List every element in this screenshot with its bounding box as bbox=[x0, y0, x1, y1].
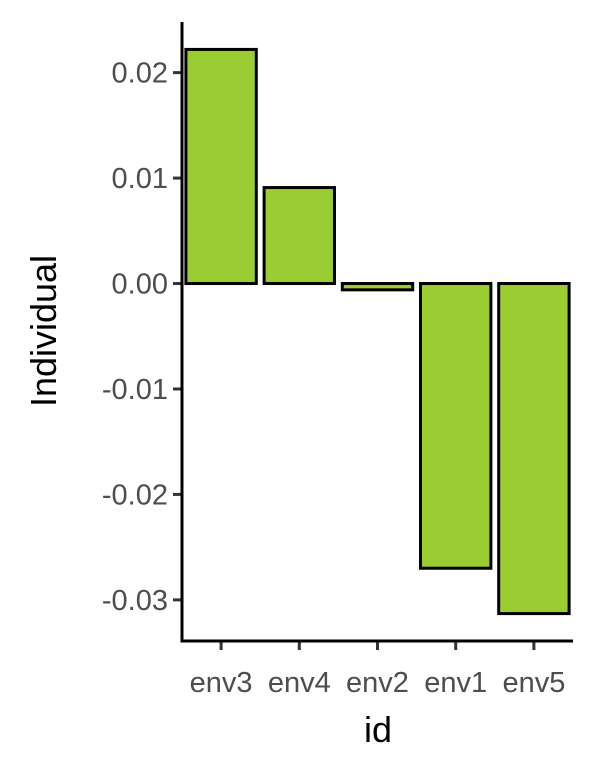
bar-env5 bbox=[497, 282, 571, 616]
y-tick-label: 0.00 bbox=[112, 269, 168, 301]
x-tick-label-env5: env5 bbox=[502, 667, 565, 699]
x-tick-label-env4: env4 bbox=[268, 667, 331, 699]
y-tick-label: -0.01 bbox=[102, 374, 168, 406]
y-tick-label: 0.02 bbox=[112, 58, 168, 90]
x-tick-label-env1: env1 bbox=[424, 667, 487, 699]
bar-env2 bbox=[340, 282, 415, 292]
y-tick-label: 0.01 bbox=[112, 163, 168, 195]
x-axis-ticks: env3 env4 env2 env1 env5 bbox=[190, 641, 565, 699]
y-axis-title: Individual bbox=[23, 255, 64, 407]
bars-group bbox=[184, 47, 571, 616]
bar-env3 bbox=[184, 47, 258, 286]
x-axis-title: id bbox=[364, 709, 392, 750]
y-tick-label: -0.02 bbox=[102, 479, 168, 511]
y-tick-label: -0.03 bbox=[102, 585, 168, 617]
bar-env1 bbox=[419, 282, 493, 570]
bar-env4 bbox=[262, 186, 336, 286]
x-tick-label-env2: env2 bbox=[346, 667, 409, 699]
x-tick-label-env3: env3 bbox=[190, 667, 253, 699]
y-axis-ticks: 0.02 0.01 0.00 -0.01 -0.02 -0.03 bbox=[102, 58, 182, 617]
